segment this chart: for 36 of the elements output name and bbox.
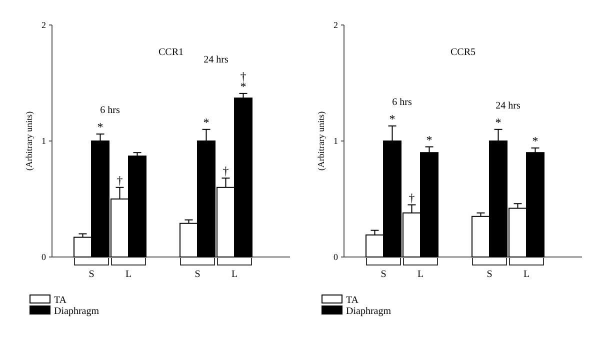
annotation: 6 hrs — [392, 96, 412, 108]
data-label: † * — [240, 69, 246, 94]
data-label: * — [203, 115, 210, 130]
annotation: 6 hrs — [100, 105, 120, 116]
data-label: † — [408, 190, 415, 205]
data-label: * — [426, 132, 432, 147]
text: CCR1 — [158, 47, 184, 58]
y-tick-label: 0 — [334, 252, 338, 262]
data-label: * — [532, 134, 538, 148]
x-tick-label: L — [523, 269, 530, 280]
x-tick-label: L — [417, 269, 424, 280]
text: CCR5 — [450, 47, 476, 58]
x-tick-label: S — [380, 269, 386, 280]
y-tick-label: 1 — [334, 136, 338, 146]
legend-label: TA — [54, 295, 68, 306]
x-tick-label: L — [125, 269, 132, 280]
y-axis-title: (Arbitrary units) — [316, 111, 326, 171]
x-tick-label: S — [88, 269, 94, 280]
annotation: 24 hrs — [496, 100, 520, 112]
data-label: * — [389, 112, 396, 126]
y-tick-label: 1 — [42, 136, 46, 146]
y-axis-title: (Arbitrary units) — [24, 111, 34, 171]
data-label: * — [495, 115, 502, 130]
x-tick-label: L — [231, 269, 238, 280]
annotation: 24 hrs — [204, 54, 228, 66]
y-tick-label: 2 — [334, 20, 338, 30]
legend-label: TA — [346, 295, 360, 306]
x-tick-label: S — [194, 269, 200, 280]
data-label: † — [222, 164, 229, 178]
data-label: * — [97, 120, 104, 134]
data-label: † — [116, 173, 123, 188]
y-tick-label: 0 — [42, 252, 46, 262]
x-tick-label: S — [486, 269, 492, 280]
legend-label: Diaphragm — [346, 306, 392, 317]
y-tick-label: 2 — [42, 20, 46, 30]
legend-label: Diaphragm — [54, 306, 100, 317]
